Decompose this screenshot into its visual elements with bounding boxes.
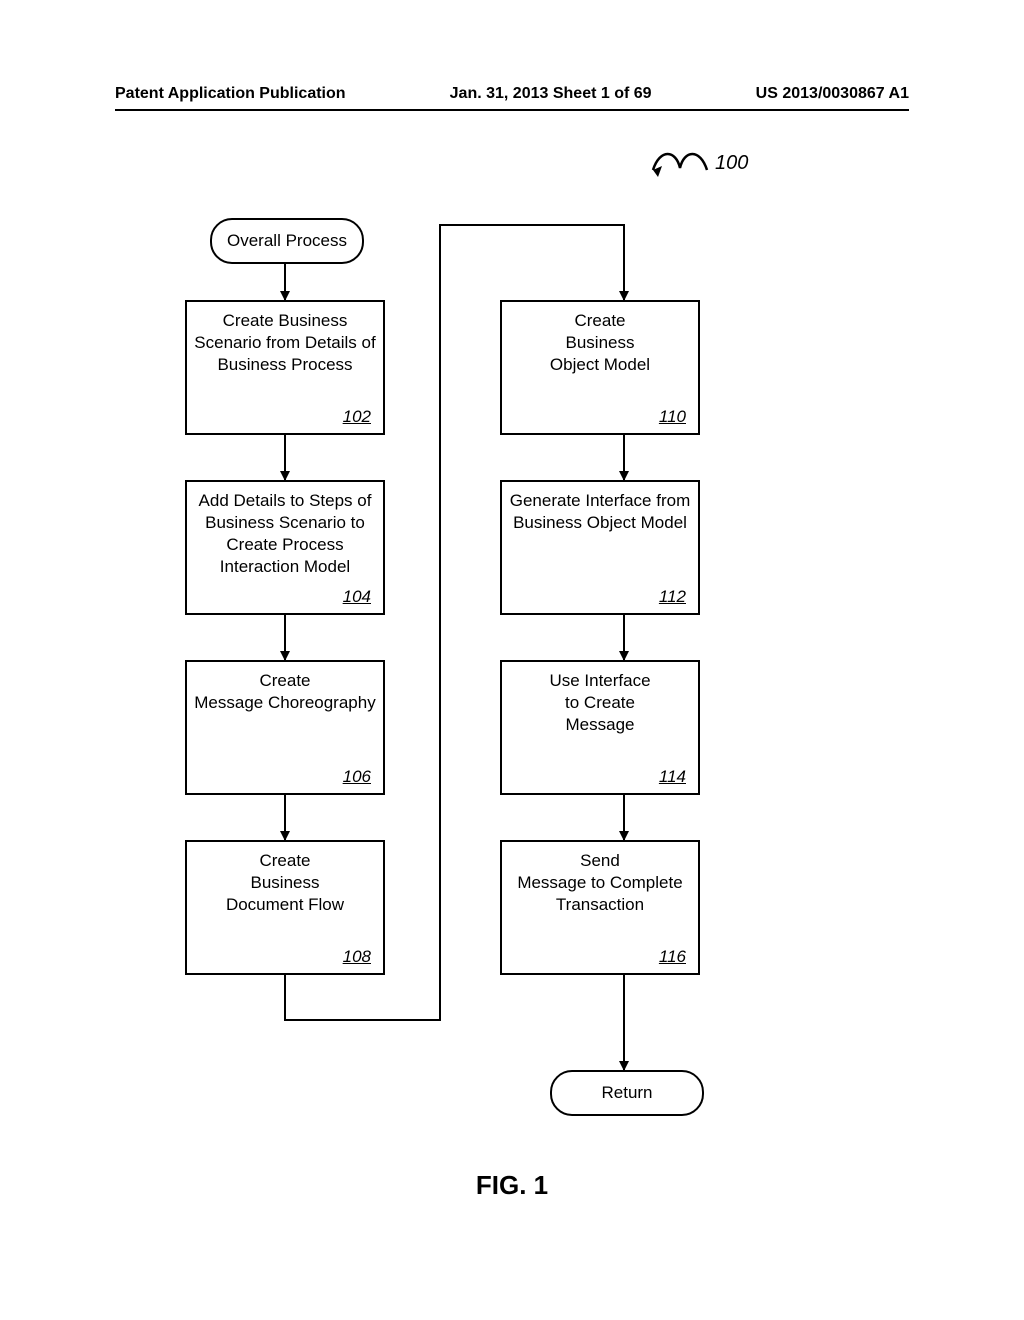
process-box-text: CreateMessage Choreography [187, 662, 383, 714]
process-box-text: SendMessage to CompleteTransaction [502, 842, 698, 916]
header-mid: Jan. 31, 2013 Sheet 1 of 69 [450, 85, 652, 103]
header-left: Patent Application Publication [115, 85, 346, 103]
figure-reference-text: 100 [715, 152, 748, 174]
figure-label: FIG. 1 [0, 1170, 1024, 1201]
process-box-text: Create BusinessScenario from Details ofB… [187, 302, 383, 376]
header: Patent Application Publication Jan. 31, … [0, 85, 1024, 111]
header-rule [115, 109, 909, 111]
terminator-start: Overall Process [210, 218, 364, 264]
process-box-text: Use Interfaceto CreateMessage [502, 662, 698, 736]
process-box-116: SendMessage to CompleteTransaction 116 [500, 840, 700, 975]
process-box-ref: 112 [659, 587, 686, 607]
process-box-text: CreateBusinessObject Model [502, 302, 698, 376]
flowchart-diagram: Overall Process Return Create BusinessScen… [0, 140, 1024, 1140]
page: Patent Application Publication Jan. 31, … [0, 0, 1024, 1320]
header-right: US 2013/0030867 A1 [756, 85, 909, 103]
process-box-ref: 110 [659, 407, 686, 427]
process-box-106: CreateMessage Choreography 106 [185, 660, 385, 795]
connectors-svg [0, 140, 1024, 1140]
process-box-104: Add Details to Steps ofBusiness Scenario… [185, 480, 385, 615]
process-box-text: CreateBusinessDocument Flow [187, 842, 383, 916]
process-box-ref: 108 [343, 947, 371, 967]
header-text-row: Patent Application Publication Jan. 31, … [0, 85, 1024, 109]
process-box-text: Add Details to Steps ofBusiness Scenario… [187, 482, 383, 578]
process-box-102: Create BusinessScenario from Details ofB… [185, 300, 385, 435]
process-box-ref: 114 [659, 767, 686, 787]
process-box-108: CreateBusinessDocument Flow 108 [185, 840, 385, 975]
process-box-ref: 104 [343, 587, 371, 607]
process-box-ref: 116 [659, 947, 686, 967]
process-box-ref: 106 [343, 767, 371, 787]
process-box-ref: 102 [343, 407, 371, 427]
figure-reference-number: 100 [715, 152, 748, 175]
terminator-end: Return [550, 1070, 704, 1116]
process-box-text: Generate Interface fromBusiness Object M… [502, 482, 698, 534]
process-box-110: CreateBusinessObject Model 110 [500, 300, 700, 435]
process-box-114: Use Interfaceto CreateMessage 114 [500, 660, 700, 795]
process-box-112: Generate Interface fromBusiness Object M… [500, 480, 700, 615]
